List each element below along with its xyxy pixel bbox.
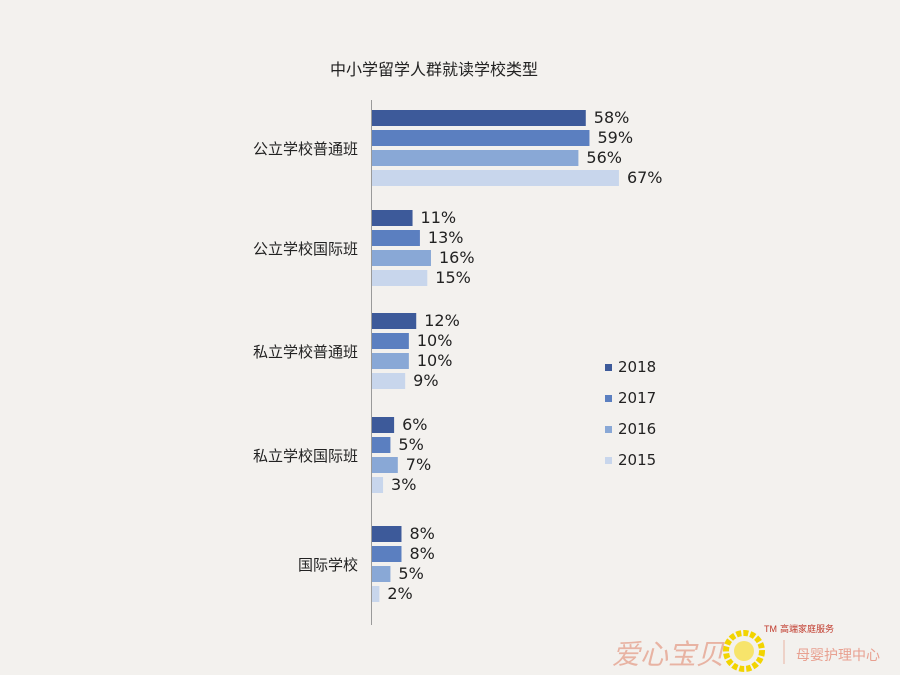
bar-2015 <box>372 373 406 389</box>
bar-2017 <box>372 230 420 246</box>
bar-2017 <box>372 546 402 562</box>
category-label: 私立学校普通班 <box>253 343 358 361</box>
category-label: 公立学校国际班 <box>253 240 358 258</box>
data-label: 7% <box>406 455 431 474</box>
data-label: 10% <box>417 331 453 350</box>
data-label: 11% <box>421 208 457 227</box>
data-label: 9% <box>413 371 438 390</box>
data-label: 56% <box>586 148 622 167</box>
data-label: 58% <box>594 108 630 127</box>
bar-2017 <box>372 333 409 349</box>
category-label: 私立学校国际班 <box>253 447 358 465</box>
bar-2015 <box>372 586 380 602</box>
data-label: 12% <box>424 311 460 330</box>
legend-label-2016: 2016 <box>618 420 656 438</box>
category-label: 国际学校 <box>298 556 358 574</box>
bar-2015 <box>372 270 428 286</box>
watermark: 爱心宝贝 TM 高端家庭服务 母婴护理中心 <box>612 623 880 672</box>
data-label: 13% <box>428 228 464 247</box>
legend-label-2015: 2015 <box>618 451 656 469</box>
legend-swatch-2015 <box>605 457 612 464</box>
data-label: 10% <box>417 351 453 370</box>
data-label: 3% <box>391 475 416 494</box>
data-label: 8% <box>409 544 434 563</box>
legend-swatch-2017 <box>605 395 612 402</box>
data-label: 5% <box>398 435 423 454</box>
category-label: 公立学校普通班 <box>253 140 358 158</box>
legend-swatch-2016 <box>605 426 612 433</box>
chart-title: 中小学留学人群就读学校类型 <box>330 60 538 79</box>
bar-2017 <box>372 130 590 146</box>
bar-2017 <box>372 437 391 453</box>
bar-2018 <box>372 526 402 542</box>
bar-2016 <box>372 150 579 166</box>
data-label: 5% <box>398 564 423 583</box>
bar-2018 <box>372 417 395 433</box>
watermark-tagline: 高端家庭服务 <box>780 623 834 635</box>
bar-2015 <box>372 170 619 186</box>
watermark-service-text: 母婴护理中心 <box>796 648 880 664</box>
data-label: 67% <box>627 168 663 187</box>
bar-2016 <box>372 457 398 473</box>
bar-2018 <box>372 210 413 226</box>
bar-2016 <box>372 353 409 369</box>
data-label: 8% <box>409 524 434 543</box>
data-label: 6% <box>402 415 427 434</box>
legend-label-2018: 2018 <box>618 358 656 376</box>
bar-2018 <box>372 110 586 126</box>
bars-layer: 58%59%56%67%11%13%16%15%12%10%10%9%6%5%7… <box>372 108 663 603</box>
bar-2015 <box>372 477 384 493</box>
data-label: 15% <box>435 268 471 287</box>
data-label: 59% <box>597 128 633 147</box>
bar-2016 <box>372 566 391 582</box>
data-label: 2% <box>387 584 412 603</box>
sun-logo-icon <box>723 630 765 672</box>
bar-2016 <box>372 250 431 266</box>
legend: 2018 2017 2016 2015 <box>605 358 656 469</box>
bar-2018 <box>372 313 417 329</box>
watermark-tm: TM <box>764 624 777 634</box>
watermark-brand-text: 爱心宝贝 <box>612 638 725 671</box>
legend-label-2017: 2017 <box>618 389 656 407</box>
data-label: 16% <box>439 248 475 267</box>
legend-swatch-2018 <box>605 364 612 371</box>
